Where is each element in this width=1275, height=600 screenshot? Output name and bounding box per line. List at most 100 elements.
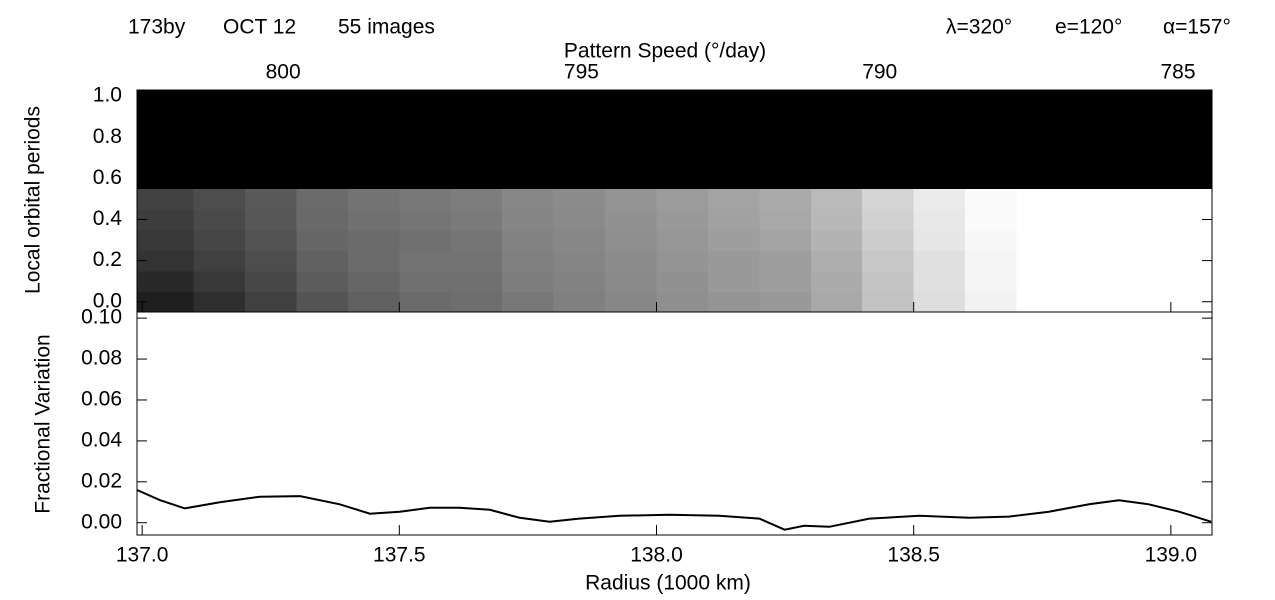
y-tick-label: 0.00 bbox=[81, 510, 122, 533]
heatmap-cell bbox=[810, 229, 863, 251]
heatmap-cell bbox=[1170, 209, 1213, 231]
heatmap-cell bbox=[502, 270, 555, 292]
heatmap-cell bbox=[137, 90, 195, 190]
heatmap-cell bbox=[759, 291, 812, 313]
heatmap-cell bbox=[1067, 90, 1120, 190]
y-tick-label: 0.02 bbox=[81, 469, 122, 492]
heatmap-cell bbox=[1016, 270, 1069, 292]
heatmap-cell bbox=[399, 229, 452, 251]
heatmap-cell bbox=[450, 229, 503, 251]
heatmap-cell bbox=[707, 90, 760, 190]
heatmap-cell bbox=[399, 291, 452, 313]
heatmap-cell bbox=[862, 250, 915, 272]
heatmap-cell bbox=[193, 209, 246, 231]
heatmap-cell bbox=[502, 229, 555, 251]
heatmap-cell bbox=[502, 188, 555, 210]
heatmap-cell bbox=[1119, 291, 1172, 313]
heatmap-cell bbox=[656, 250, 709, 272]
heatmap-cell bbox=[1067, 291, 1120, 313]
heatmap-cell bbox=[862, 270, 915, 292]
heatmap-cell bbox=[450, 188, 503, 210]
heatmap-cell bbox=[553, 270, 606, 292]
heatmap-cell bbox=[296, 90, 349, 190]
heatmap-cell bbox=[245, 229, 297, 251]
heatmap-cell bbox=[965, 250, 1018, 272]
heatmap-cell bbox=[1016, 250, 1069, 272]
x-tick-label: 137.5 bbox=[373, 544, 426, 567]
x2-axis-label: Pattern Speed (°/day) bbox=[564, 40, 766, 63]
heatmap-cell bbox=[502, 209, 555, 231]
heatmap-cell bbox=[707, 270, 760, 292]
heatmap-cell bbox=[450, 90, 503, 190]
heatmap-cell bbox=[245, 90, 297, 190]
heatmap-cell bbox=[137, 291, 195, 313]
heatmap-cell bbox=[1119, 250, 1172, 272]
heatmap-cell bbox=[605, 250, 657, 272]
y-tick-label: 0.10 bbox=[81, 306, 122, 329]
heatmap-cell bbox=[965, 188, 1018, 210]
heatmap-cell bbox=[862, 209, 915, 231]
heatmap-cell bbox=[913, 209, 966, 231]
heatmap-cell bbox=[399, 250, 452, 272]
heatmap-cell bbox=[810, 188, 863, 210]
annotation: OCT 12 bbox=[223, 16, 296, 39]
heatmap-cell bbox=[137, 188, 195, 210]
y-tick-label: 0.08 bbox=[81, 347, 122, 370]
heatmap-cell bbox=[347, 250, 400, 272]
heatmap-cell bbox=[759, 229, 812, 251]
heatmap-cell bbox=[1119, 209, 1172, 231]
heatmap-cell bbox=[1067, 188, 1120, 210]
heatmap-cell bbox=[399, 90, 452, 190]
heatmap-cell bbox=[245, 209, 297, 231]
line bbox=[136, 489, 1212, 531]
heatmap-cell bbox=[399, 209, 452, 231]
heatmap-cell bbox=[913, 250, 966, 272]
annotation: 173by bbox=[128, 16, 186, 39]
heatmap-cell bbox=[553, 209, 606, 231]
heatmap-cell bbox=[759, 270, 812, 292]
heatmap-cell bbox=[1016, 90, 1069, 190]
heatmap-cell bbox=[707, 229, 760, 251]
heatmap-cell bbox=[1170, 229, 1213, 251]
plot-frame bbox=[136, 311, 1213, 536]
heatmap-cell bbox=[862, 188, 915, 210]
heatmap-cell bbox=[1119, 90, 1172, 190]
heatmap-cell bbox=[1067, 229, 1120, 251]
y-tick-label: 0.04 bbox=[81, 428, 122, 451]
heatmap-cell bbox=[502, 250, 555, 272]
heatmap-cell bbox=[1067, 250, 1120, 272]
heatmap-cell bbox=[502, 291, 555, 313]
heatmap-cell bbox=[1119, 188, 1172, 210]
heatmap-cell bbox=[605, 90, 657, 190]
y-axis-label: Local orbital periods bbox=[22, 106, 45, 294]
heatmap-cell bbox=[450, 270, 503, 292]
heatmap-cell bbox=[347, 270, 400, 292]
heatmap-cell bbox=[862, 90, 915, 190]
heatmap-cell bbox=[759, 250, 812, 272]
heatmap-cell bbox=[553, 250, 606, 272]
y-tick-label: 1.0 bbox=[93, 84, 122, 107]
heatmap-cell bbox=[137, 209, 195, 231]
heatmap-cell bbox=[1016, 291, 1069, 313]
y-tick-label: 0.0 bbox=[93, 289, 122, 312]
heatmap-cell bbox=[1170, 291, 1213, 313]
heatmap-cell bbox=[553, 90, 606, 190]
heatmap-cell bbox=[193, 188, 246, 210]
heatmap-cell bbox=[193, 250, 246, 272]
heatmap-cell bbox=[707, 188, 760, 210]
heatmap-cell bbox=[605, 291, 657, 313]
heatmap-cell bbox=[810, 250, 863, 272]
heatmap-cell bbox=[399, 270, 452, 292]
heatmap-cell bbox=[605, 188, 657, 210]
heatmap-cell bbox=[810, 291, 863, 313]
heatmap-cell bbox=[707, 209, 760, 231]
heatmap-cell bbox=[193, 291, 246, 313]
annotation: 55 images bbox=[338, 16, 435, 39]
heatmap-cell bbox=[137, 270, 195, 292]
heatmap-cell bbox=[913, 229, 966, 251]
heatmap-cell bbox=[656, 188, 709, 210]
heatmap-cell bbox=[965, 270, 1018, 292]
annotation: α=157° bbox=[1163, 16, 1231, 39]
heatmap-cell bbox=[656, 209, 709, 231]
